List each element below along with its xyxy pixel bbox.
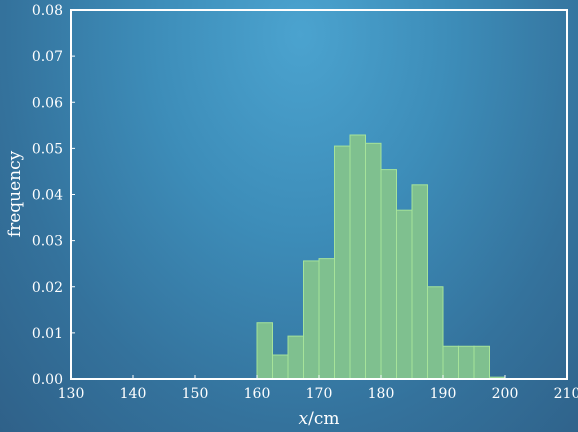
histogram-bar-7 (365, 142, 382, 380)
y-tick-label-4: 0.04 (32, 188, 63, 204)
x-tick-label-2: 150 (182, 386, 209, 402)
x-tick-label-1: 140 (120, 386, 147, 402)
histogram-bar-10 (411, 184, 428, 380)
x-axis-ticks: 130 140 150 160 170 180 190 200 210 (58, 375, 578, 402)
x-tick-label-6: 190 (430, 386, 457, 402)
histogram-bar-13 (458, 345, 475, 380)
x-tick-label-8: 210 (554, 386, 578, 402)
x-axis-label-unit: /cm (308, 409, 339, 429)
y-tick-label-7: 0.07 (32, 49, 63, 65)
x-axis-label-variable: x (299, 409, 309, 429)
x-axis-label: x/cm (299, 409, 340, 429)
x-tick-label-7: 200 (492, 386, 519, 402)
x-tick-label-5: 180 (368, 386, 395, 402)
y-tick-label-6: 0.06 (32, 95, 63, 111)
histogram-bar-14 (473, 345, 490, 380)
y-tick-label-3: 0.03 (32, 234, 63, 250)
y-tick-label-8: 0.08 (32, 3, 63, 19)
histogram-bar-11 (427, 286, 444, 380)
x-tick-label-3: 160 (244, 386, 271, 402)
histogram-bar-5 (334, 145, 351, 380)
histogram-bar-4 (318, 258, 335, 380)
histogram-bar-1 (272, 354, 289, 380)
histogram-bar-2 (287, 335, 304, 380)
histogram-bar-12 (442, 345, 459, 380)
y-tick-label-2: 0.02 (32, 280, 63, 296)
histogram-bars (256, 134, 506, 380)
y-tick-label-5: 0.05 (32, 141, 63, 157)
histogram-bar-9 (396, 209, 413, 380)
y-axis-ticks: 0.00 0.01 0.02 0.03 0.04 0.05 0.06 0.07 0.08 (32, 3, 75, 388)
histogram-bar-6 (349, 134, 366, 380)
histogram-bar-3 (303, 260, 320, 380)
histogram-bar-0 (256, 322, 273, 380)
x-tick-label-4: 170 (306, 386, 333, 402)
y-tick-label-1: 0.01 (32, 326, 63, 342)
x-tick-label-0: 130 (58, 386, 85, 402)
histogram-bar-8 (380, 169, 397, 380)
y-axis-label: frequency (5, 150, 25, 237)
y-tick-label-0: 0.00 (32, 372, 63, 388)
